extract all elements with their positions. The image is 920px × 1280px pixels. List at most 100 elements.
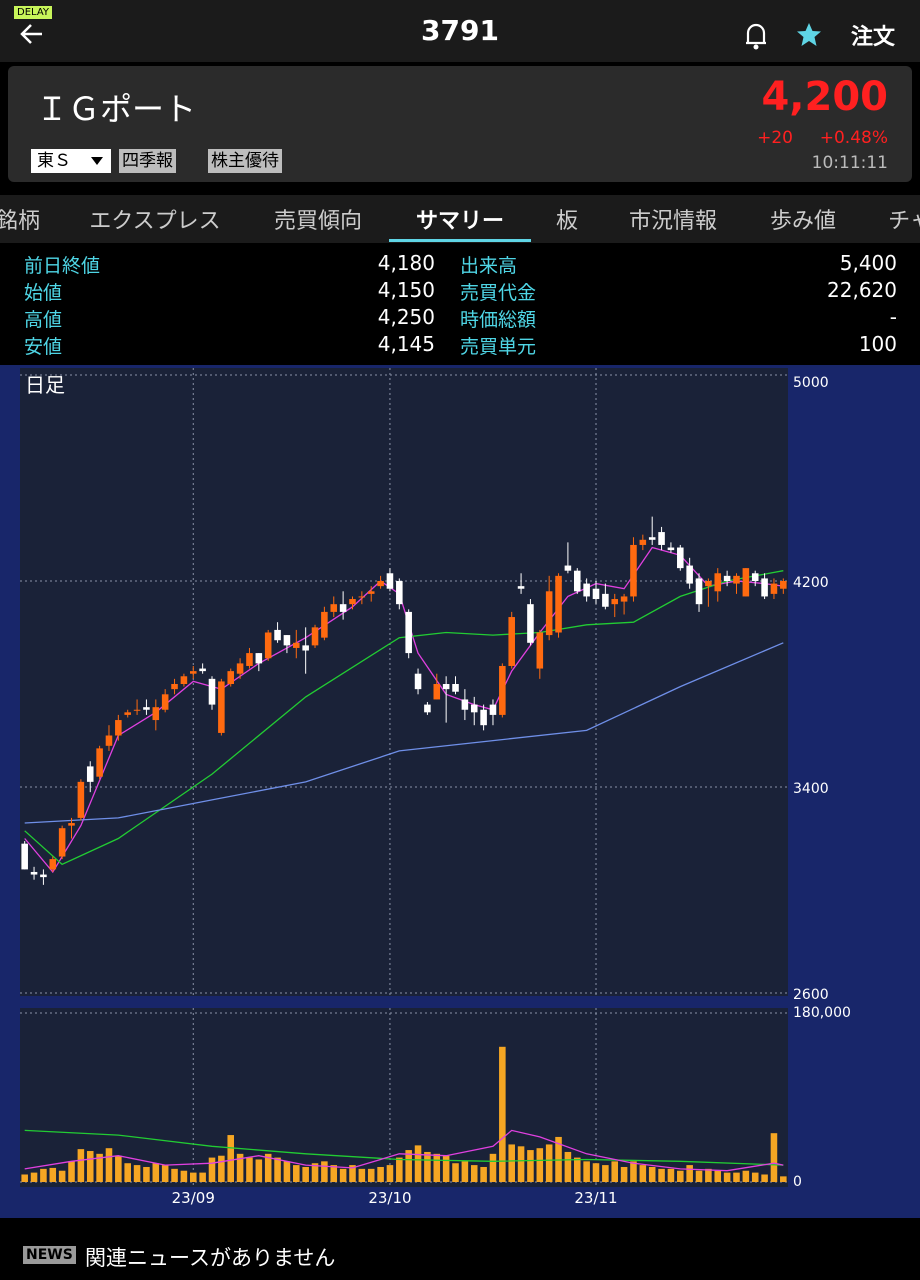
volume-bar [648,1166,656,1182]
market-select[interactable]: 東Ｓ [31,149,111,173]
news-text[interactable]: 関連ニュースがありません [85,1246,336,1270]
volume-bar [620,1166,628,1182]
volume-bar [761,1174,768,1182]
candle-body [40,874,47,878]
volume-bar [189,1172,197,1182]
candle-body [414,673,422,690]
y-tick-label: 0 [793,1174,802,1190]
candle-body [339,604,347,612]
volume-bar [367,1168,375,1182]
tag[interactable]: 株主優待 [208,149,282,173]
y-tick-label: 180,000 [793,1005,851,1021]
volume-bar [246,1157,253,1182]
volume-bar [115,1155,122,1182]
candle-body [555,575,562,633]
screen-title: 3791 [421,14,499,47]
candle-body [583,583,590,597]
tab-active[interactable]: サマリー [415,209,505,234]
volume-bar [86,1151,94,1182]
candle-body [508,617,515,666]
candle-body [442,684,450,690]
candle-body [630,544,637,597]
volume-bar [321,1161,328,1182]
order-button[interactable]: 注文 [851,25,896,50]
candle-body [161,694,169,710]
volume-bar [461,1161,469,1182]
volume-bar [227,1135,235,1182]
tab[interactable]: チャ [888,209,920,234]
tab[interactable]: 銘柄 [0,209,41,234]
tab-indicator [389,239,531,242]
volume-bar [442,1155,450,1182]
candle-body [527,604,534,643]
volume-bar [602,1165,609,1182]
volume-bar [452,1163,459,1182]
volume-bar [349,1165,356,1182]
volume-bar [630,1161,637,1182]
candle-body [274,629,281,641]
volume-bar [105,1148,113,1182]
news-bar [0,1220,920,1280]
summary-label: 前日終値 [24,255,101,277]
volume-bar [667,1168,675,1182]
candle-body [321,611,328,638]
price-change-pct: +0.48% [819,128,888,148]
candle-body [677,547,684,569]
tab[interactable]: 市況情報 [628,209,718,234]
volume-bar [171,1168,178,1182]
volume-bar [152,1163,160,1182]
volume-bar [564,1151,572,1182]
volume-bar [433,1153,441,1182]
candle-body [592,588,600,600]
delay-badge: DELAY [14,6,52,19]
volume-bar [536,1148,544,1182]
candle-body [189,671,197,674]
volume-bar [49,1167,57,1182]
summary-label: 始値 [24,282,63,304]
price-panel [20,368,788,996]
volume-bar [330,1165,338,1182]
candle-body [68,823,75,826]
candle-body [780,581,787,589]
candle-body [143,707,150,710]
y-tick-label: 5000 [793,375,829,391]
summary-label: 安値 [24,336,63,358]
candle-body [311,627,319,646]
y-tick-label: 3400 [793,781,829,797]
candle-body [658,532,665,545]
tab[interactable]: 売買傾向 [273,209,363,234]
summary-label: 時価総額 [460,309,537,331]
summary-value: 22,620 [827,278,897,302]
tab[interactable]: エクスプレス [89,209,221,234]
candle-body [386,573,394,589]
alert-button[interactable] [741,20,771,52]
candle-body [171,684,178,690]
candle-body [602,593,609,607]
back-button[interactable] [18,20,48,50]
volume-bar [751,1172,759,1182]
candle-body [133,709,141,711]
candle-body [30,871,38,875]
summary-label: 売買代金 [460,282,537,304]
candle-body [770,583,778,594]
volume-bar [218,1155,225,1182]
stock-name: ＩＧポート [36,90,197,128]
volume-bar [255,1159,263,1182]
candle-body [124,712,131,715]
volume-bar [508,1144,515,1182]
volume-bar [40,1168,47,1182]
volume-bar [377,1166,384,1182]
volume-bar [208,1157,216,1182]
candle-body [499,665,506,715]
volume-bar [386,1165,394,1182]
tag[interactable]: 四季報 [119,149,176,173]
volume-bar [723,1172,731,1182]
volume-bar [545,1144,553,1182]
tab[interactable]: 板 [555,209,579,234]
candle-body [49,859,57,870]
favorite-button[interactable] [794,20,824,50]
summary-value: 100 [858,332,897,356]
volume-bar [480,1166,487,1182]
tab[interactable]: 歩み値 [769,209,837,234]
candle-body [330,604,338,612]
